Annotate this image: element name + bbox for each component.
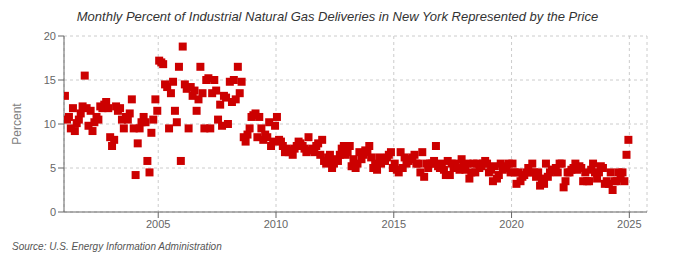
svg-text:2025: 2025 (617, 218, 641, 230)
svg-text:10: 10 (44, 118, 56, 130)
svg-text:Percent: Percent (10, 103, 24, 145)
svg-text:2020: 2020 (499, 218, 523, 230)
html-text:Monthly Percent of Industrial: Monthly Percent of Industrial Natural Ga… (76, 9, 599, 24)
svg-text:20: 20 (44, 30, 56, 42)
html-text:Source: U.S. Energy Informatio: Source: U.S. Energy Information Administ… (12, 241, 222, 252)
svg-text:2010: 2010 (264, 218, 288, 230)
svg-text:15: 15 (44, 74, 56, 86)
svg-text:2015: 2015 (382, 218, 406, 230)
svg-text:2005: 2005 (146, 218, 170, 230)
svg-text:5: 5 (50, 162, 56, 174)
svg-text:0: 0 (50, 206, 56, 218)
